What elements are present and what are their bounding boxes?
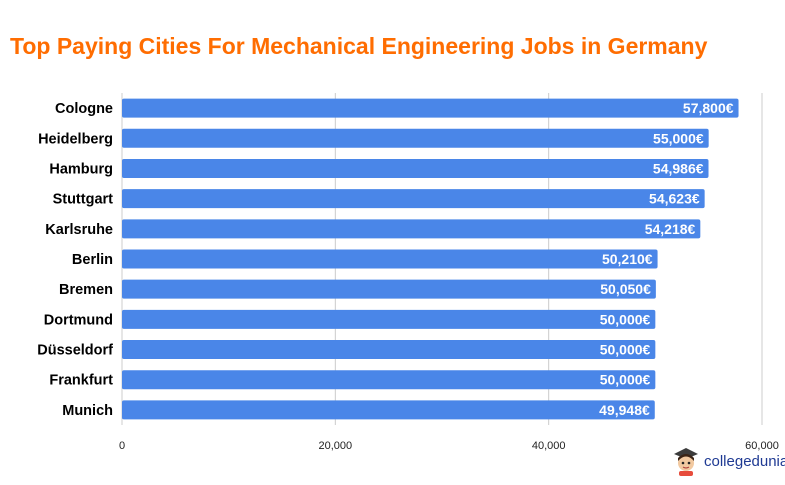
data-labels: 57,800€ 55,000€ 54,986€ 54,623€ 54,218€ 50,21… — [599, 100, 734, 418]
category-label: Frankfurt — [49, 373, 113, 389]
category-label: Berlin — [72, 252, 113, 268]
bar — [122, 219, 701, 239]
category-label: Heidelberg — [38, 131, 113, 147]
data-label: 49,948€ — [599, 402, 650, 418]
category-label: Stuttgart — [53, 192, 114, 208]
data-label: 55,000€ — [653, 130, 704, 146]
data-label: 50,050€ — [600, 281, 651, 297]
bar — [122, 370, 656, 390]
data-label: 57,800€ — [683, 100, 734, 116]
watermark: collegedunia — [672, 446, 785, 476]
data-label: 50,000€ — [600, 372, 651, 388]
mascot-icon — [674, 448, 698, 476]
data-label: 54,623€ — [649, 191, 700, 207]
bar — [122, 158, 709, 178]
bar — [122, 400, 655, 420]
data-label: 50,210€ — [602, 251, 653, 267]
bar — [122, 189, 705, 209]
data-label: 50,000€ — [600, 342, 651, 358]
bar — [122, 249, 658, 269]
x-tick-label: 0 — [119, 440, 125, 452]
category-label: Cologne — [55, 101, 113, 117]
category-label: Hamburg — [49, 161, 113, 177]
bar — [122, 340, 656, 360]
watermark-text: collegedunia — [704, 452, 785, 470]
bar — [122, 279, 656, 299]
category-label: Bremen — [59, 282, 113, 298]
bar — [122, 98, 739, 118]
bars — [122, 98, 739, 420]
x-tick-label: 40,000 — [532, 440, 566, 452]
category-labels: Cologne Heidelberg Hamburg Stuttgart Karlsru… — [37, 101, 113, 419]
data-label: 54,986€ — [653, 160, 704, 176]
category-label: Düsseldorf — [37, 343, 113, 359]
category-label: Karlsruhe — [45, 222, 113, 238]
category-label: Munich — [62, 403, 113, 419]
bar — [122, 309, 656, 329]
data-label: 50,000€ — [600, 311, 651, 327]
x-tick-label: 20,000 — [319, 440, 353, 452]
category-label: Dortmund — [44, 312, 113, 328]
x-tick-labels: 0 20,000 40,000 60,000 — [119, 440, 779, 452]
x-tick-label: 60,000 — [745, 440, 779, 452]
chart-title: Top Paying Cities For Mechanical Enginee… — [10, 33, 708, 59]
bar — [122, 128, 709, 148]
data-label: 54,218€ — [645, 221, 696, 237]
